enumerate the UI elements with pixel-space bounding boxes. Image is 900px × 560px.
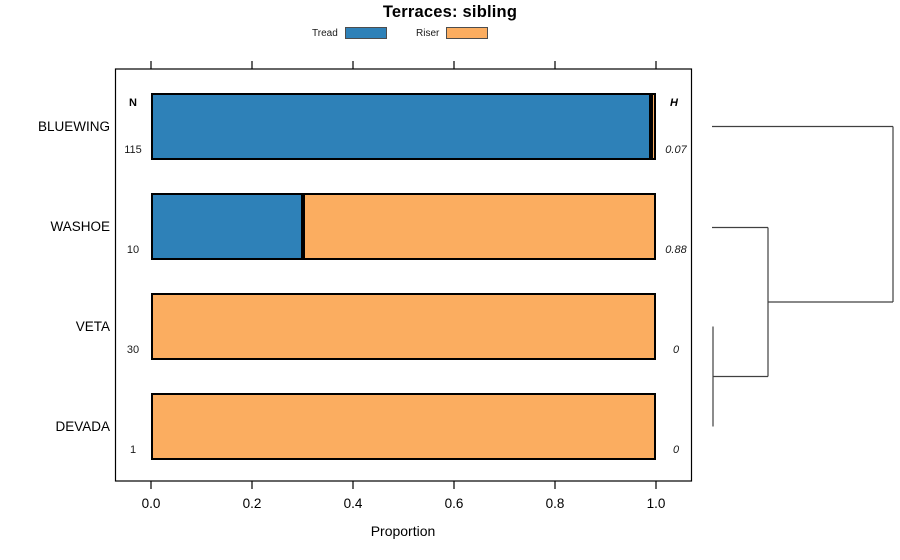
n-column-header: N (129, 97, 137, 109)
bar-segment-washoe-riser (302, 193, 656, 260)
n-value-devada: 1 (129, 444, 137, 456)
bar-segment-bluewing-tread (151, 93, 651, 160)
n-value-bluewing: 115 (124, 144, 142, 156)
legend-item-tread: Tread (312, 26, 387, 40)
x-tick-label-1.0: 1.0 (646, 496, 666, 511)
category-label-veta: VETA (75, 318, 110, 334)
h-value-veta: 0 (672, 344, 680, 356)
bar-segment-veta-riser (151, 293, 656, 360)
x-tick-label-0.6: 0.6 (444, 496, 464, 511)
h-value-devada: 0 (672, 444, 680, 456)
n-value-veta: 30 (126, 344, 140, 356)
legend-label-tread: Tread (312, 27, 338, 39)
bar-segment-washoe-tread (151, 193, 303, 260)
x-tick-label-0.4: 0.4 (343, 496, 363, 511)
bar-segment-devada-riser (151, 393, 656, 460)
legend-swatch-tread-icon (344, 27, 387, 39)
bar-segment-bluewing-riser (650, 93, 656, 160)
h-column-header: H (670, 97, 678, 109)
dendrogram (712, 125, 894, 427)
axis-ticks (150, 61, 657, 489)
legend-item-riser: Riser (416, 26, 489, 40)
x-tick-label-0.8: 0.8 (545, 496, 565, 511)
x-tick-label-0.2: 0.2 (242, 496, 262, 511)
category-label-washoe: WASHOE (50, 218, 110, 234)
category-label-devada: DEVADA (55, 418, 110, 434)
plot-box (114, 68, 693, 482)
h-value-washoe: 0.88 (665, 244, 687, 256)
n-value-washoe: 10 (126, 244, 140, 256)
h-value-bluewing: 0.07 (665, 144, 687, 156)
x-tick-label-0.0: 0.0 (141, 496, 161, 511)
legend-label-riser: Riser (416, 27, 440, 39)
legend-swatch-riser-icon (446, 27, 489, 39)
chart-title: Terraces: sibling (382, 3, 518, 21)
category-label-bluewing: BLUEWING (37, 118, 110, 134)
x-axis-title: Proportion (370, 523, 436, 539)
